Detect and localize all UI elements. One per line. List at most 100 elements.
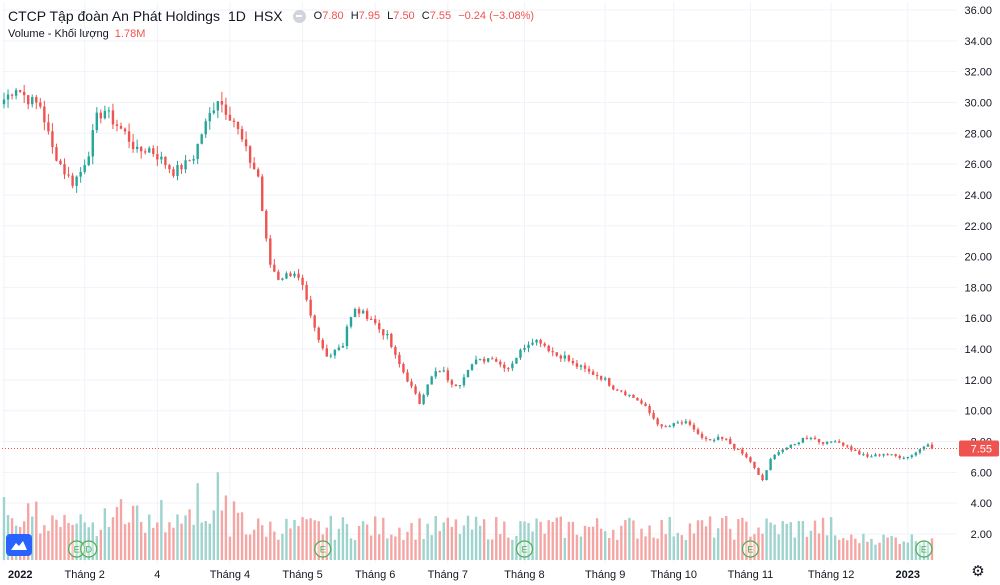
volume-bar bbox=[495, 517, 498, 560]
candle bbox=[527, 344, 530, 348]
candle bbox=[886, 454, 889, 456]
volume-bar bbox=[866, 541, 869, 560]
price-axis[interactable]: 36.00 34.00 32.00 30.00 28.00 26.00 24.00 22.00… bbox=[959, 5, 999, 541]
volume-bar bbox=[547, 520, 550, 560]
candle bbox=[733, 444, 736, 449]
volume-bar bbox=[567, 521, 571, 560]
volume-bar bbox=[127, 522, 131, 560]
volume-bar bbox=[680, 535, 684, 560]
price-tick-label: 28.00 bbox=[964, 128, 992, 140]
candle bbox=[248, 146, 252, 163]
volume-bar bbox=[652, 537, 655, 560]
price-tick-label: 26.00 bbox=[964, 159, 992, 171]
volume-bar bbox=[725, 515, 728, 560]
volume-bar bbox=[777, 534, 780, 560]
candle bbox=[115, 124, 119, 126]
candle bbox=[119, 125, 123, 129]
candle bbox=[793, 444, 797, 446]
candle bbox=[773, 454, 776, 460]
candle bbox=[244, 139, 248, 147]
volume-bar bbox=[59, 526, 62, 560]
candle bbox=[402, 364, 405, 373]
candle bbox=[313, 315, 316, 328]
volume-bar bbox=[123, 524, 127, 560]
candle bbox=[587, 368, 591, 372]
volume-bar bbox=[749, 536, 752, 560]
candle bbox=[369, 318, 373, 320]
candle bbox=[337, 347, 341, 351]
event-marker-label: E bbox=[74, 545, 80, 555]
candle bbox=[680, 422, 684, 424]
volume-bar bbox=[535, 518, 538, 560]
volume-bar bbox=[196, 483, 199, 560]
candle bbox=[394, 346, 397, 355]
volume-bar bbox=[478, 525, 482, 560]
candle bbox=[829, 441, 833, 443]
gear-icon[interactable]: ⚙ bbox=[971, 563, 985, 580]
candle bbox=[430, 376, 433, 385]
minus-circle-icon[interactable] bbox=[292, 9, 306, 23]
volume-bar bbox=[293, 519, 296, 560]
volume-bar bbox=[753, 534, 756, 560]
candle bbox=[660, 424, 663, 427]
candle bbox=[716, 436, 720, 440]
volume-bar bbox=[232, 501, 236, 560]
candle bbox=[482, 358, 486, 362]
volume-bar bbox=[894, 537, 897, 560]
volume-bar bbox=[333, 539, 337, 560]
price-tick-label: 4.00 bbox=[971, 498, 992, 510]
volume-bar bbox=[27, 503, 30, 560]
candle bbox=[87, 156, 90, 166]
candle bbox=[769, 459, 772, 471]
candle bbox=[555, 352, 558, 356]
candle bbox=[825, 441, 829, 444]
candle bbox=[547, 345, 550, 352]
candle bbox=[628, 394, 631, 396]
candle bbox=[579, 365, 583, 367]
timeframe[interactable]: 1D bbox=[227, 8, 246, 24]
volume-bar bbox=[107, 527, 111, 560]
volume-bar bbox=[390, 534, 393, 560]
volume-bar bbox=[31, 516, 34, 560]
candle bbox=[135, 146, 139, 150]
chart-grid bbox=[2, 2, 957, 563]
time-tick-label: 2023 bbox=[896, 569, 920, 581]
time-tick-label: Tháng 2 bbox=[65, 569, 105, 581]
symbol-name[interactable]: CTCP Tập đoàn An Phát Holdings bbox=[8, 8, 220, 24]
candle bbox=[624, 391, 627, 396]
volume-bar bbox=[317, 521, 320, 560]
volume-bar bbox=[357, 525, 361, 560]
price-tick-label: 34.00 bbox=[964, 36, 992, 48]
volume-bar bbox=[491, 539, 494, 560]
volume-bar bbox=[87, 527, 90, 560]
candle bbox=[390, 333, 393, 347]
volume-bar bbox=[555, 517, 558, 560]
candle bbox=[761, 474, 764, 481]
volume-bar bbox=[438, 531, 441, 560]
candle bbox=[898, 455, 901, 459]
candle bbox=[704, 437, 708, 440]
candle bbox=[575, 363, 579, 367]
candle bbox=[833, 441, 837, 443]
candle bbox=[329, 355, 333, 357]
volume-bar bbox=[144, 532, 147, 560]
tradingview-logo-icon[interactable] bbox=[6, 534, 32, 556]
volume-bar bbox=[825, 535, 829, 560]
volume-bar bbox=[503, 521, 506, 560]
time-tick-label: Tháng 11 bbox=[728, 569, 774, 581]
candle bbox=[152, 148, 155, 155]
volume-bar bbox=[817, 533, 821, 560]
candle bbox=[47, 122, 50, 132]
time-axis[interactable]: 2022 Tháng 2 4 Tháng 4 Tháng 5 Tháng 6 Tháng 7… bbox=[8, 569, 920, 581]
candle bbox=[438, 371, 441, 373]
candle bbox=[349, 317, 353, 327]
volume-bar bbox=[482, 519, 486, 560]
volume-bar bbox=[519, 521, 522, 560]
volume-bar bbox=[870, 538, 873, 560]
candle bbox=[131, 141, 135, 150]
candle bbox=[491, 358, 494, 360]
volume-bar bbox=[922, 540, 926, 560]
volume-bar bbox=[587, 526, 591, 560]
